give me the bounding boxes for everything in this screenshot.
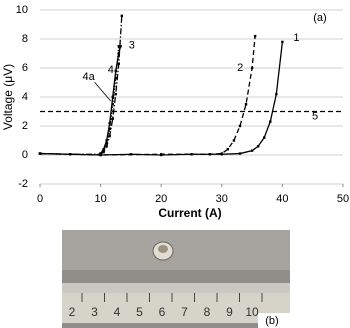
marker — [111, 117, 114, 120]
marker — [208, 153, 211, 156]
x-tick-label: 0 — [37, 193, 43, 205]
marker — [250, 149, 254, 152]
ruler-label: 2 — [69, 305, 76, 319]
marker — [253, 34, 257, 38]
x-tick-label: 50 — [337, 193, 349, 205]
photo-surface — [62, 230, 290, 270]
x-axis-label: Current (A) — [158, 206, 221, 220]
y-axis-label: Voltage (μV) — [1, 64, 15, 130]
series-label: 5 — [312, 110, 318, 122]
ruler-labels: 2 3 4 5 6 7 8 9 10 — [69, 293, 263, 319]
marker — [69, 153, 72, 156]
marker — [117, 52, 120, 55]
x-tick-label: 10 — [94, 193, 106, 205]
series-label: 3 — [129, 40, 135, 52]
marker — [263, 136, 266, 139]
marker — [114, 76, 117, 80]
ruler — [62, 293, 290, 323]
ruler-label: 4 — [114, 305, 121, 319]
ruler-label: 7 — [181, 305, 188, 319]
x-tick-label: 40 — [276, 193, 288, 205]
ruler-edge — [62, 283, 290, 293]
marker — [160, 153, 163, 156]
marker — [117, 45, 120, 48]
marker — [281, 40, 284, 44]
marker — [102, 150, 105, 154]
marker — [232, 139, 236, 142]
marker — [256, 145, 260, 148]
marker — [226, 148, 230, 151]
marker — [190, 153, 193, 156]
ruler-label: 3 — [91, 305, 98, 319]
x-tick-label: 30 — [216, 193, 228, 205]
marker — [105, 142, 108, 145]
marker — [102, 149, 105, 152]
panel-label: (a) — [313, 12, 326, 24]
marker — [244, 103, 248, 106]
series-label: 4 — [108, 64, 114, 76]
series-line — [100, 46, 122, 154]
marker — [105, 139, 108, 142]
ruler-label: 5 — [136, 305, 143, 319]
marker — [117, 62, 120, 65]
marker — [220, 152, 223, 155]
marker — [111, 103, 114, 106]
y-tick-label: 0 — [22, 149, 28, 161]
y-tick-label: 2 — [22, 120, 28, 132]
marker — [114, 69, 117, 73]
ruler-label: 6 — [159, 305, 166, 319]
x-tick-label: 20 — [155, 193, 167, 205]
series-line — [39, 41, 284, 156]
y-tick-label: 6 — [22, 62, 28, 74]
ruler-label: 9 — [226, 305, 233, 319]
y-tick-label: -2 — [18, 178, 28, 190]
series-line — [39, 15, 123, 155]
marker — [275, 92, 278, 96]
marker — [119, 45, 122, 48]
marker — [269, 120, 272, 123]
series-label: 2 — [237, 62, 243, 74]
marker — [99, 152, 102, 155]
marker — [108, 134, 111, 138]
marker — [111, 95, 114, 99]
series-line — [39, 36, 256, 156]
marker — [108, 127, 111, 131]
marker — [108, 121, 111, 125]
marker — [238, 124, 242, 128]
ruler-label: 10 — [245, 305, 259, 319]
photo-label: (b) — [265, 315, 278, 327]
marker — [105, 145, 108, 148]
y-tick-label: 8 — [22, 33, 28, 45]
photo-label-box — [258, 313, 290, 328]
marker — [102, 148, 105, 151]
sample-center — [158, 245, 168, 253]
marker — [238, 152, 242, 155]
leader-line — [94, 81, 112, 102]
marker — [38, 152, 42, 155]
y-tick-label: 4 — [22, 91, 28, 103]
series-label: 1 — [293, 32, 299, 44]
ruler-label: 8 — [204, 305, 211, 319]
marker — [120, 14, 124, 17]
marker — [114, 92, 117, 96]
marker — [250, 66, 254, 70]
y-tick-label: 10 — [16, 4, 28, 16]
photo: 2 3 4 5 6 7 8 9 10 (b) — [62, 230, 290, 328]
series-label: 4a — [82, 71, 95, 83]
